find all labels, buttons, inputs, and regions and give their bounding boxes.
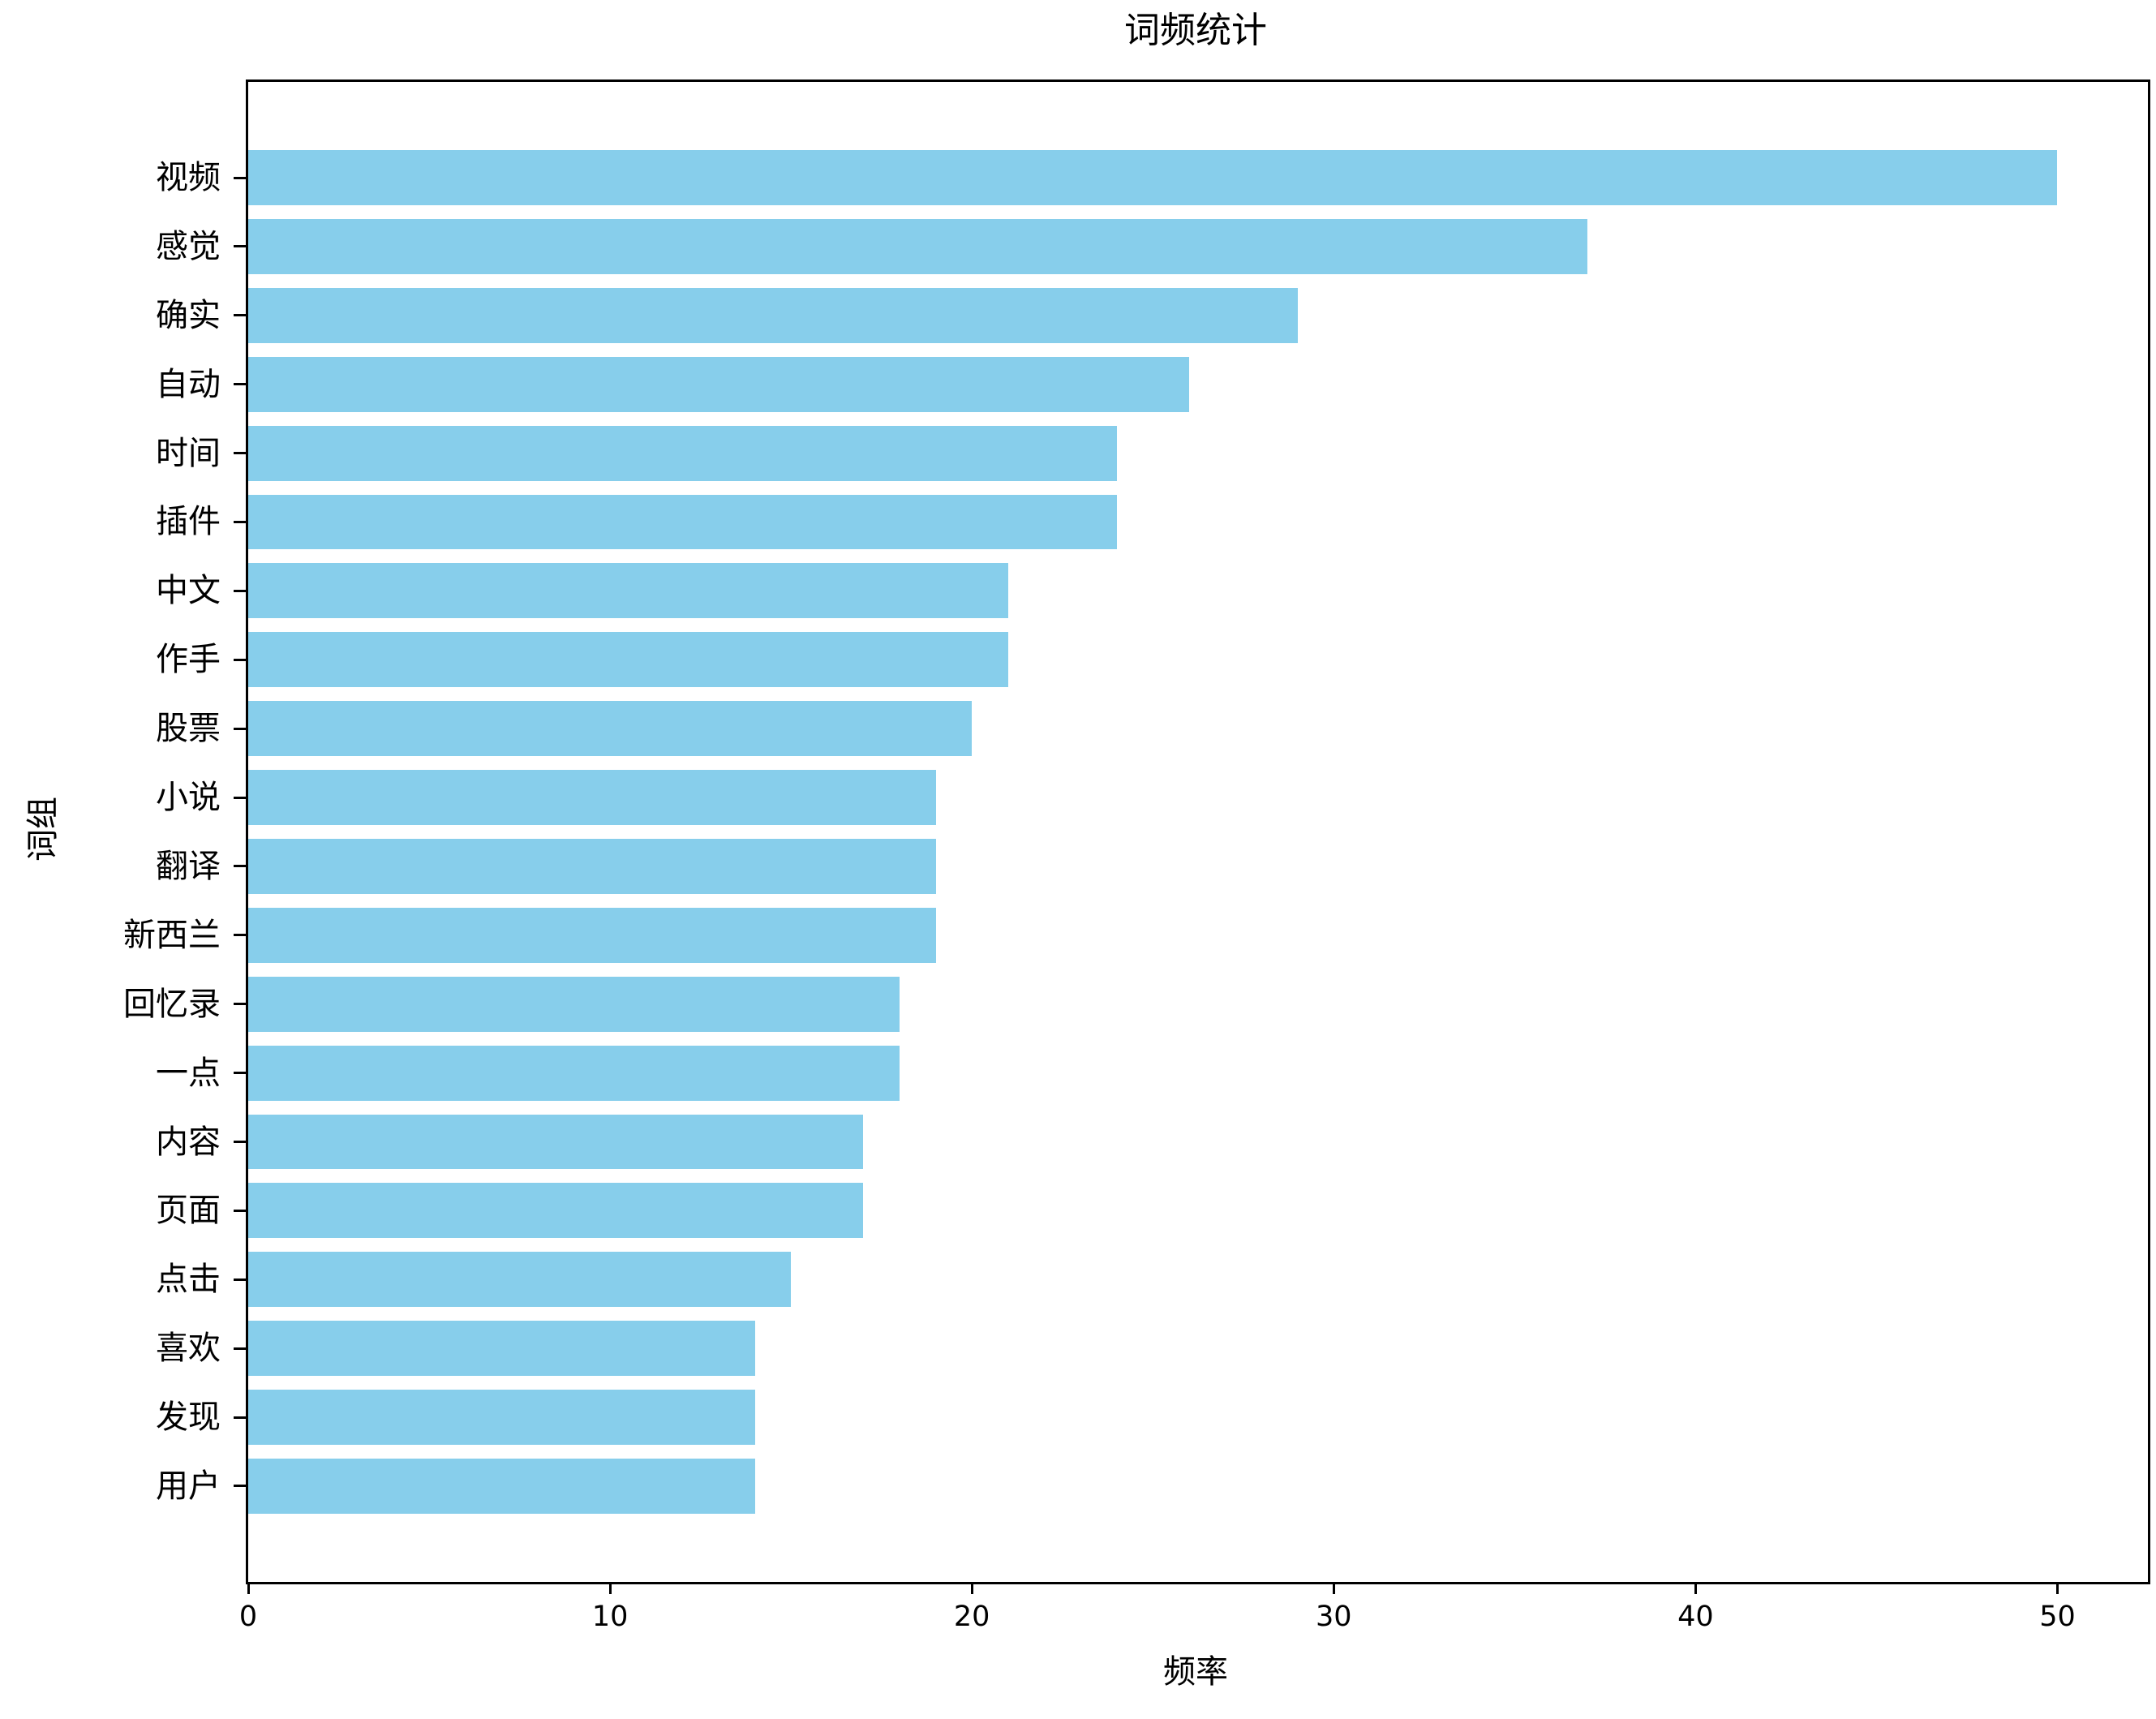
x-tick-mark xyxy=(247,1582,250,1594)
bar xyxy=(248,976,900,1032)
bar xyxy=(248,1459,755,1514)
bar xyxy=(248,356,1189,412)
y-tick-mark xyxy=(234,1347,246,1350)
y-tick-label: 用户 xyxy=(156,1467,221,1505)
y-tick-mark xyxy=(234,934,246,937)
x-tick-label: 0 xyxy=(238,1601,258,1633)
x-tick-mark xyxy=(970,1582,973,1594)
x-tick-mark xyxy=(2055,1582,2059,1594)
x-tick-mark xyxy=(1694,1582,1697,1594)
bar xyxy=(248,907,936,963)
bar xyxy=(248,218,1587,274)
y-tick-label: 小说 xyxy=(156,779,221,817)
y-axis-label: 词组 xyxy=(24,797,62,862)
y-tick-mark xyxy=(234,1141,246,1144)
y-tick-label: 回忆录 xyxy=(123,985,221,1023)
y-tick-mark xyxy=(234,1485,246,1488)
y-tick-mark xyxy=(234,1278,246,1281)
bar xyxy=(248,770,936,825)
y-tick-label: 喜欢 xyxy=(156,1330,221,1368)
y-tick-mark xyxy=(234,589,246,592)
y-tick-mark xyxy=(234,796,246,799)
bar xyxy=(248,1114,864,1170)
y-tick-mark xyxy=(234,1003,246,1006)
y-tick-mark xyxy=(234,865,246,868)
y-tick-label: 股票 xyxy=(156,710,221,748)
y-tick-label: 点击 xyxy=(156,1261,221,1299)
bar xyxy=(248,1321,755,1377)
y-tick-mark xyxy=(234,314,246,317)
bar xyxy=(248,1390,755,1446)
y-tick-mark xyxy=(234,658,246,661)
bar xyxy=(248,838,936,894)
plot-area: 视频感觉确实自动时间插件中文作手股票小说翻译新西兰回忆录一点内容页面点击喜欢发现… xyxy=(123,80,2150,1633)
y-tick-label: 时间 xyxy=(156,434,221,472)
y-tick-mark xyxy=(234,383,246,386)
x-axis-label: 频率 xyxy=(1163,1653,1228,1691)
x-tick-label: 20 xyxy=(953,1601,990,1633)
x-tick-label: 50 xyxy=(2039,1601,2076,1633)
y-tick-label: 确实 xyxy=(156,296,221,334)
bar xyxy=(248,1183,864,1239)
y-tick-mark xyxy=(234,452,246,455)
y-tick-label: 内容 xyxy=(156,1123,221,1161)
y-tick-label: 作手 xyxy=(156,641,221,679)
y-tick-mark xyxy=(234,727,246,730)
x-tick-mark xyxy=(1332,1582,1335,1594)
bar xyxy=(248,425,1117,481)
bar xyxy=(248,1045,900,1101)
x-tick-label: 40 xyxy=(1677,1601,1714,1633)
bar xyxy=(248,701,973,757)
y-tick-mark xyxy=(234,176,246,179)
y-tick-label: 视频 xyxy=(156,159,221,196)
chart-title: 词频统计 xyxy=(1124,10,1267,51)
y-tick-label: 中文 xyxy=(156,572,221,610)
bar xyxy=(248,632,1008,688)
bar xyxy=(248,287,1298,343)
y-tick-mark xyxy=(234,1072,246,1075)
x-tick-mark xyxy=(608,1582,612,1594)
bar xyxy=(248,563,1008,619)
y-tick-label: 自动 xyxy=(156,365,221,403)
bar xyxy=(248,150,2058,205)
y-tick-mark xyxy=(234,520,246,523)
y-tick-mark xyxy=(234,1416,246,1419)
y-tick-label: 插件 xyxy=(156,503,221,541)
bar xyxy=(248,1252,792,1308)
y-tick-label: 一点 xyxy=(156,1054,221,1092)
y-tick-label: 新西兰 xyxy=(123,916,221,954)
x-tick-label: 30 xyxy=(1316,1601,1352,1633)
x-tick-label: 10 xyxy=(591,1601,629,1633)
y-tick-label: 翻译 xyxy=(156,847,221,885)
y-tick-label: 发现 xyxy=(156,1399,221,1437)
y-tick-mark xyxy=(234,1209,246,1212)
y-tick-label: 感觉 xyxy=(156,227,221,265)
y-tick-label: 页面 xyxy=(156,1192,221,1230)
bar xyxy=(248,494,1117,550)
y-tick-mark xyxy=(234,245,246,248)
